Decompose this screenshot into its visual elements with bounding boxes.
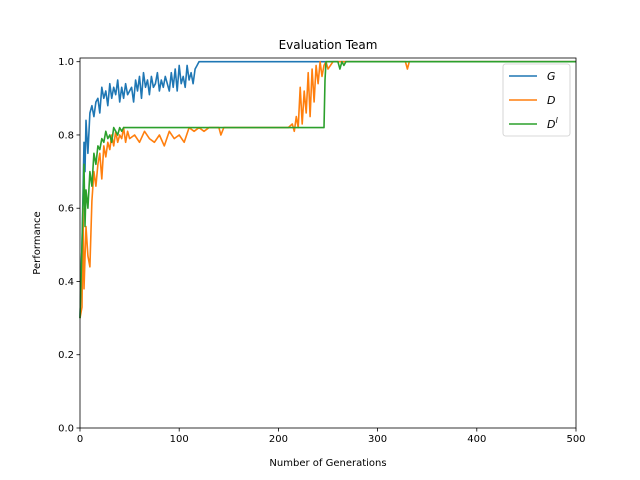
legend-label-1: D bbox=[547, 94, 555, 107]
y-tick-label-0: 0.0 bbox=[58, 424, 74, 435]
x-tick-label-2: 200 bbox=[269, 434, 288, 445]
y-tick-label-2: 0.4 bbox=[58, 277, 74, 288]
legend-label-superscript-2: l bbox=[555, 116, 558, 125]
y-tick-label-3: 0.6 bbox=[58, 204, 74, 215]
series-layer bbox=[79, 60, 576, 319]
x-tick-label-4: 400 bbox=[467, 434, 486, 445]
y-tick-label-5: 1.0 bbox=[58, 57, 74, 68]
y-axis-label: Performance bbox=[32, 211, 43, 274]
series-line-0 bbox=[79, 60, 576, 319]
x-axis-label: Number of Generations bbox=[269, 458, 386, 469]
series-line-1 bbox=[79, 60, 576, 319]
x-tick-label-0: 0 bbox=[77, 434, 83, 445]
ticks-layer: 0 100 200 300 400 500 0.0 0.2 0.4 0.6 0.8 1.0 bbox=[58, 57, 585, 445]
chart-title: Evaluation Team bbox=[279, 38, 378, 52]
x-tick-label-3: 300 bbox=[368, 434, 387, 445]
legend: GD Dl bbox=[502, 63, 571, 137]
x-tick-label-1: 100 bbox=[170, 434, 189, 445]
legend-label-2: Dl bbox=[547, 116, 558, 131]
legend-label-0: G bbox=[547, 70, 556, 83]
y-tick-label-4: 0.8 bbox=[58, 130, 74, 141]
series-line-2 bbox=[79, 60, 576, 319]
y-tick-label-1: 0.2 bbox=[58, 350, 74, 361]
plot-frame bbox=[79, 57, 577, 429]
x-tick-label-5: 500 bbox=[566, 434, 585, 445]
